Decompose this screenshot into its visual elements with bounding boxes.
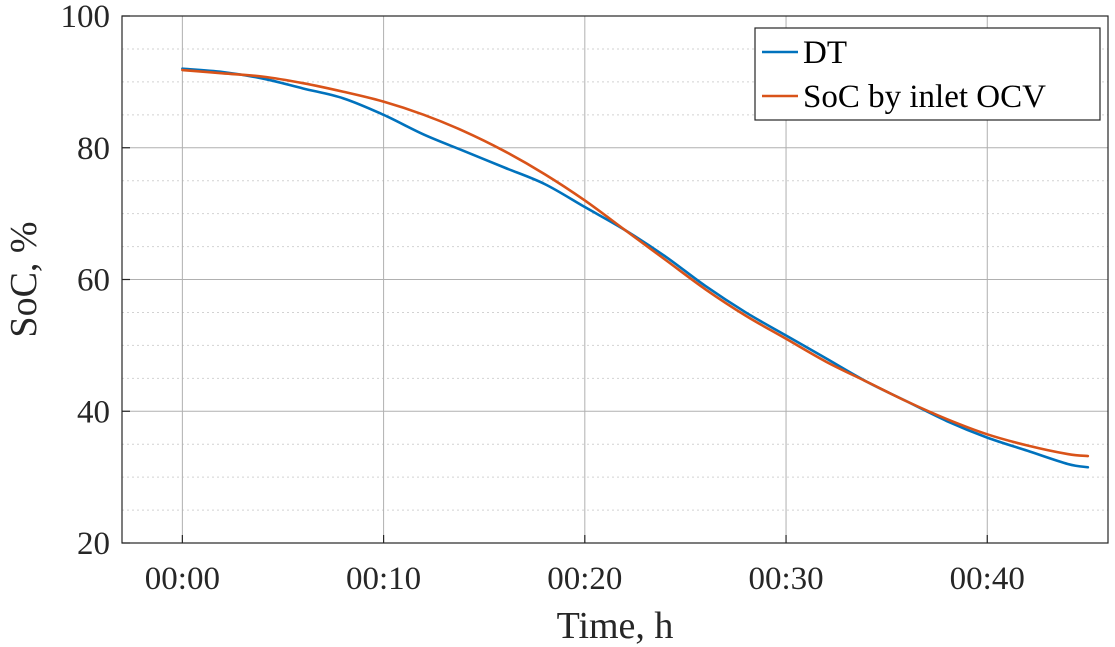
series-lines <box>181 67 1090 469</box>
tick-labels: 20 40 60 80 100 00:00 00:10 00:20 00:30 00:40 <box>61 0 1025 597</box>
legend-label: DT <box>803 35 847 71</box>
legend-label: SoC by inlet OCV <box>803 79 1046 115</box>
x-tick-label: 00:20 <box>547 561 622 597</box>
x-tick-label: 00:00 <box>145 561 220 597</box>
series-line-dt <box>181 67 1090 469</box>
x-tick-label: 00:40 <box>950 561 1025 597</box>
x-tick-label: 00:10 <box>346 561 421 597</box>
legend-box <box>754 27 1101 121</box>
y-tick-label: 80 <box>77 131 110 167</box>
series-line-soc-by-inlet-ocv <box>181 68 1090 458</box>
y-tick-label: 20 <box>77 526 110 562</box>
y-axis-label: SoC, % <box>3 221 45 337</box>
y-tick-label: 60 <box>77 263 110 299</box>
x-tick-label: 00:30 <box>748 561 823 597</box>
legend: DT SoC by inlet OCV <box>754 27 1101 121</box>
x-axis-label: Time, h <box>557 605 674 647</box>
y-tick-label: 40 <box>77 394 110 430</box>
y-tick-label: 100 <box>61 0 111 35</box>
